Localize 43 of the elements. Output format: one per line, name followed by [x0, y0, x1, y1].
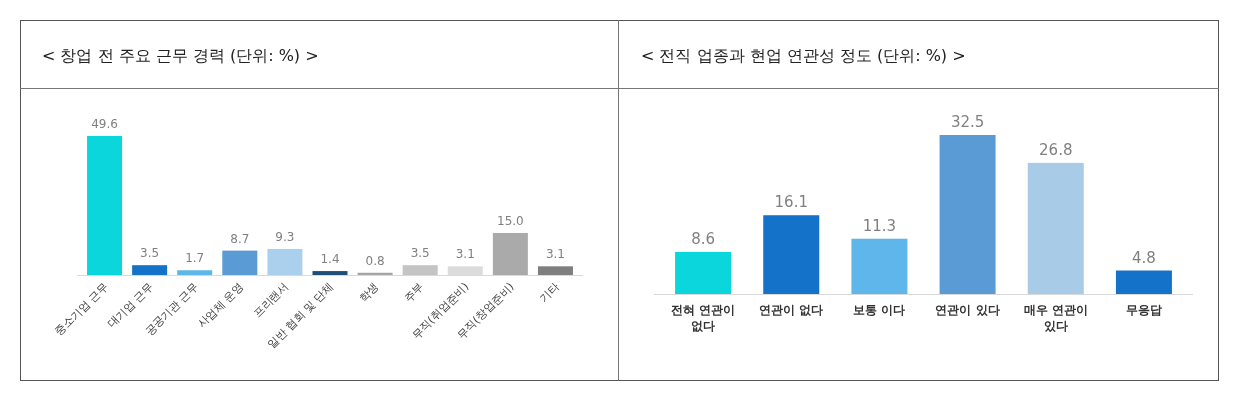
bar — [132, 265, 168, 275]
x-tick-label: 연관이 있다 — [935, 303, 1000, 317]
x-tick-label: 연관이 없다 — [759, 303, 824, 317]
data-label: 32.5 — [950, 113, 985, 131]
data-label: 1.7 — [185, 251, 205, 266]
x-tick-label: 무응답 — [1125, 303, 1162, 317]
data-label: 3.5 — [410, 246, 430, 261]
data-label: 8.6 — [691, 229, 716, 248]
x-tick-label: 기타 — [536, 279, 562, 305]
bar — [1115, 270, 1172, 294]
x-tick-label: 매우 연관이 있다 — [1023, 303, 1088, 333]
bar — [763, 215, 820, 294]
data-label: 3.1 — [545, 247, 565, 262]
data-label: 9.3 — [275, 229, 295, 244]
bar — [851, 238, 908, 294]
data-label: 3.1 — [455, 247, 475, 262]
bar — [222, 250, 258, 275]
chart-title: < 전직 업종과 현업 연관성 정도 (단위: %) > — [641, 46, 966, 65]
bar — [87, 136, 123, 275]
chart-title: < 창업 전 주요 근무 경력 (단위: %) > — [42, 46, 319, 65]
bar — [675, 251, 732, 294]
bar — [492, 232, 528, 275]
data-label: 1.4 — [320, 252, 340, 267]
data-label: 49.6 — [91, 117, 118, 131]
bar — [177, 270, 213, 275]
bar — [402, 265, 438, 275]
bar — [1027, 162, 1084, 294]
bar — [267, 248, 303, 275]
x-tick-label: 학생 — [356, 279, 382, 305]
data-label: 11.3 — [862, 216, 897, 235]
bar — [537, 266, 573, 275]
data-label: 4.8 — [1131, 248, 1156, 267]
bar — [939, 135, 996, 294]
data-label: 26.8 — [1039, 140, 1073, 159]
data-label: 8.7 — [230, 231, 250, 246]
bar — [312, 271, 348, 275]
x-tick-label: 전혀 연관이 없다 — [670, 303, 736, 333]
data-label: 0.8 — [365, 253, 385, 268]
data-label: 3.5 — [140, 246, 160, 261]
data-label: 15.0 — [497, 213, 524, 228]
x-tick-label: 보통 이다 — [853, 303, 906, 317]
bar — [357, 272, 393, 275]
data-label: 16.1 — [774, 193, 808, 212]
